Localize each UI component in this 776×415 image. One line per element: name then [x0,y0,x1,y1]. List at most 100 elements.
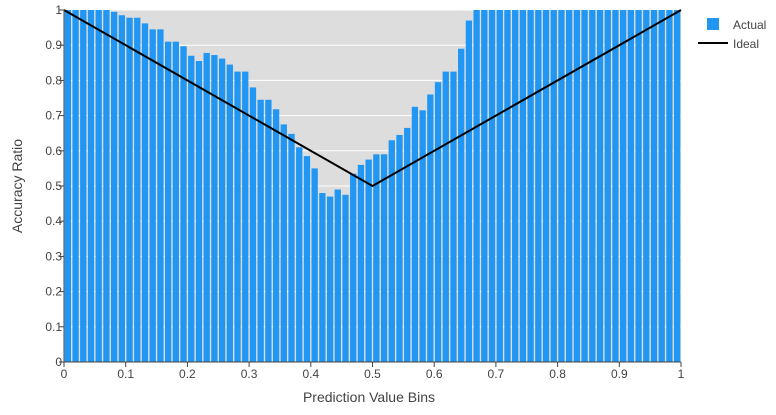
actual-bar[interactable] [296,147,303,362]
actual-bar[interactable] [504,10,511,362]
actual-bar[interactable] [257,99,264,362]
actual-bar[interactable] [188,55,195,362]
actual-bar[interactable] [388,140,395,362]
actual-bar[interactable] [519,10,527,362]
actual-bar[interactable] [288,133,295,362]
actual-bar[interactable] [434,82,442,362]
y-tick-label: 1 [55,3,62,17]
y-tick-label: 0.5 [45,179,62,193]
x-tick-label: 0.8 [549,367,566,381]
actual-bar[interactable] [612,10,619,362]
actual-bar[interactable] [172,41,179,363]
actual-bar[interactable] [566,10,573,362]
actual-bar[interactable] [427,94,434,362]
x-tick-label: 0.4 [302,367,319,381]
actual-bar[interactable] [280,124,287,363]
actual-bar[interactable] [450,71,457,362]
actual-bar[interactable] [203,52,210,362]
actual-bar[interactable] [326,196,334,362]
actual-bar[interactable] [419,110,426,362]
actual-bar[interactable] [234,71,241,362]
y-tick-label: 0.1 [45,320,62,334]
actual-bar[interactable] [473,10,480,362]
actual-bar[interactable] [512,10,519,362]
y-axis-title: Accuracy Ratio [9,139,25,233]
actual-bar[interactable] [118,15,125,363]
actual-bar[interactable] [357,164,365,362]
actual-bar[interactable] [380,154,388,362]
legend[interactable]: Actual Ideal [698,18,766,51]
actual-bar[interactable] [110,11,118,362]
ideal-line[interactable] [63,9,682,188]
actual-bar[interactable] [542,10,550,362]
actual-bar[interactable] [458,48,465,362]
actual-bar[interactable] [488,10,496,362]
actual-bar[interactable] [311,168,318,362]
legend-actual-label[interactable]: Actual [733,18,766,32]
actual-bar[interactable] [164,41,172,363]
actual-bar[interactable] [573,10,581,362]
actual-bar[interactable] [596,10,604,362]
actual-bar[interactable] [350,173,357,362]
legend-actual-swatch [707,18,719,30]
actual-bar[interactable] [226,64,233,362]
y-tick-label: 0.8 [45,73,62,87]
y-tick-labels: 0 0.1 0.2 0.3 0.4 0.5 0.6 0.7 0.8 0.9 1 [45,3,62,369]
x-tick-label: 0.9 [611,367,628,381]
actual-bar[interactable] [64,10,72,362]
actual-bar[interactable] [365,159,372,362]
x-tick-label: 0.7 [488,367,505,381]
actual-bar[interactable] [319,193,326,362]
actual-bar[interactable] [481,10,488,362]
actual-bar[interactable] [581,10,588,362]
actual-bar[interactable] [535,10,542,362]
y-tick-label: 0.4 [45,214,62,228]
actual-bar[interactable] [558,10,565,362]
actual-bar[interactable] [195,61,203,362]
actual-bar[interactable] [249,87,257,362]
actual-bar[interactable] [550,10,557,362]
actual-bar[interactable] [673,10,681,362]
actual-bar[interactable] [87,10,95,362]
actual-bar[interactable] [334,189,341,362]
actual-bar[interactable] [218,58,226,363]
actual-bar[interactable] [666,10,673,362]
actual-bar[interactable] [157,29,164,363]
actual-bar[interactable] [242,71,249,362]
actual-bar[interactable] [589,10,596,362]
y-tick-label: 0.7 [45,109,62,123]
actual-bar[interactable] [658,10,665,362]
actual-bar[interactable] [72,10,79,362]
actual-bar[interactable] [643,10,650,362]
actual-bar[interactable] [80,10,87,362]
actual-bar[interactable] [211,55,218,362]
actual-bar[interactable] [303,156,311,362]
actual-bar[interactable] [149,29,156,363]
actual-bar[interactable] [396,134,403,362]
actual-bar[interactable] [411,106,419,362]
legend-ideal-label[interactable]: Ideal [733,37,759,51]
actual-bar[interactable] [342,194,349,362]
actual-bar[interactable] [465,20,473,363]
actual-bar[interactable] [442,71,449,362]
actual-bar[interactable] [272,109,280,362]
actual-bar[interactable] [404,127,411,362]
actual-bar[interactable] [373,154,380,362]
actual-bar[interactable] [627,10,635,362]
actual-bar[interactable] [620,10,627,362]
actual-bar[interactable] [141,23,149,362]
x-tick-label: 0 [61,367,68,381]
actual-bar[interactable] [650,10,658,362]
actual-bar[interactable] [527,10,534,362]
actual-bar[interactable] [134,17,141,363]
actual-bar[interactable] [180,46,187,362]
actual-bar[interactable] [265,99,272,362]
actual-bar[interactable] [95,10,102,362]
actual-bar[interactable] [126,17,133,363]
actual-bar[interactable] [103,10,110,362]
ideal-line-group [63,9,682,188]
actual-bar[interactable] [604,10,611,362]
y-tick-label: 0.3 [45,249,62,263]
actual-bar[interactable] [635,10,642,362]
actual-bar[interactable] [496,10,503,362]
